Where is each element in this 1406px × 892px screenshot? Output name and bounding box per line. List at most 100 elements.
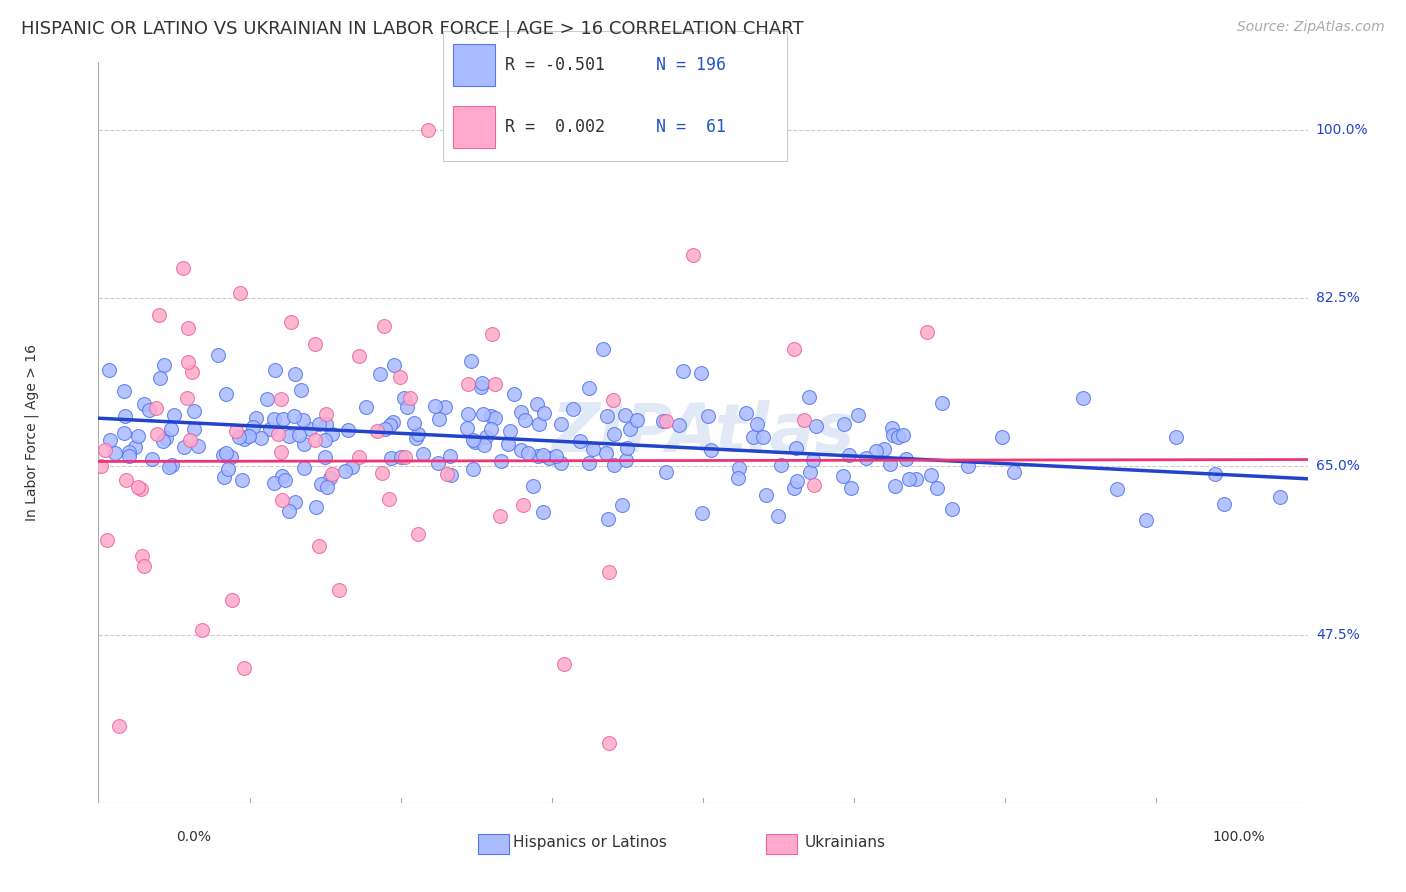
Point [290,383,312,397]
Point [304,434,326,448]
Point [846,408,869,422]
Point [602,392,624,407]
Point [1212,497,1234,511]
Point [108,719,131,733]
Point [388,370,411,384]
Point [793,413,815,427]
Point [314,433,336,447]
Point [434,401,457,415]
Point [886,430,908,444]
Point [371,467,394,481]
Point [263,412,285,426]
Point [152,358,174,372]
Point [456,420,478,434]
Point [242,420,264,434]
Point [98,433,121,447]
Point [294,436,316,450]
Point [544,449,567,463]
Point [97,363,120,377]
Point [236,429,259,443]
Point [124,440,146,454]
Point [941,501,963,516]
Point [925,481,948,495]
Point [163,408,186,422]
Point [690,366,713,380]
Point [134,558,156,573]
Point [1002,465,1025,479]
Point [382,358,405,372]
Point [271,412,294,426]
Point [931,395,953,409]
Point [328,582,350,597]
Point [280,315,302,329]
Point [855,450,877,465]
Point [882,428,904,442]
Point [463,461,485,475]
Point [479,409,502,424]
Point [270,392,292,407]
Point [1268,490,1291,504]
Point [316,480,339,494]
Point [270,469,292,483]
Point [655,414,678,428]
Point [470,380,492,394]
Point [799,465,821,479]
Text: N = 196: N = 196 [657,56,727,74]
Point [512,498,534,512]
Point [1071,391,1094,405]
Point [233,661,256,675]
Point [287,427,309,442]
Point [149,370,172,384]
Point [112,384,135,398]
Point [179,433,201,447]
Point [578,457,600,471]
Point [464,435,486,450]
Point [187,439,209,453]
Point [745,417,768,432]
Point [839,481,862,495]
Point [173,440,195,454]
Point [991,430,1014,444]
Point [1204,467,1226,481]
Point [596,512,619,526]
Point [513,413,536,427]
Point [298,422,321,436]
Point [598,566,620,580]
Point [333,464,356,478]
Point [652,414,675,428]
Point [231,473,253,487]
FancyBboxPatch shape [453,44,495,86]
Point [526,397,548,411]
Point [905,472,928,486]
Point [215,386,238,401]
Point [896,451,918,466]
Point [596,409,619,423]
Point [283,409,305,423]
Point [221,450,243,464]
Point [1107,482,1129,496]
FancyBboxPatch shape [453,106,495,148]
Point [509,405,531,419]
Point [292,461,315,475]
Point [838,448,860,462]
Point [509,442,531,457]
Point [233,432,256,446]
Point [474,438,496,452]
Point [475,430,498,444]
Point [155,430,177,444]
Point [527,417,550,432]
Point [245,411,267,425]
Point [152,434,174,449]
Point [395,400,418,414]
Point [457,377,479,392]
Point [752,429,775,443]
Point [655,465,678,479]
Point [238,429,260,443]
Point [207,348,229,362]
Point [734,406,756,420]
Point [460,354,482,368]
Point [146,426,169,441]
Point [550,417,572,431]
Point [315,417,337,432]
Point [263,363,285,377]
